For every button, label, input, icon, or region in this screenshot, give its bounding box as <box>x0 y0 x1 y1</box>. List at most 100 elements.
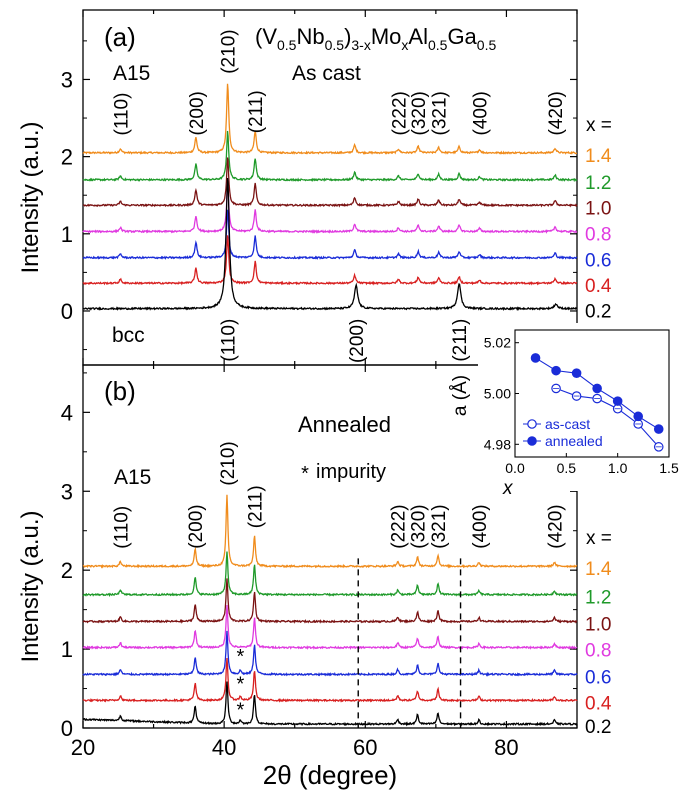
inset-x-axis-title: x <box>502 478 514 499</box>
panel-b-peak-label: (210) <box>218 441 239 485</box>
inset-point-annealed <box>633 411 643 422</box>
inset-point-annealed <box>530 353 541 363</box>
inset-x-tick-label: 1.0 <box>608 460 628 476</box>
panel-b-x-value: 0.2 <box>585 717 611 738</box>
xrd-pattern-a-1.0 <box>82 157 578 208</box>
panel-a-peak-label: (420) <box>546 91 567 135</box>
panel-b-x-value: 1.4 <box>585 559 612 580</box>
panel-a-x-value: 1.4 <box>585 146 612 167</box>
panel-a-peak-label: (200) <box>187 91 208 135</box>
panel-b-ytick-label: 1 <box>61 637 73 662</box>
panel-b-ytick-label: 4 <box>61 400 73 425</box>
inset-y-tick-label: 5.02 <box>484 335 511 351</box>
inset-point-annealed <box>571 368 582 378</box>
impurity-asterisk: * <box>236 700 244 722</box>
x-tick-label: 60 <box>353 735 377 760</box>
panel-a-peak-label: (110) <box>111 93 132 136</box>
panel-b-x-value: 1.0 <box>585 614 611 635</box>
panel-a-phase-label: A15 <box>113 62 150 85</box>
panel-a-x-value: 0.6 <box>585 251 611 272</box>
panel-a-x-title: x = <box>586 115 612 136</box>
xrd-pattern-a-1.4 <box>82 83 577 155</box>
panel-a-x-value: 1.2 <box>585 173 611 194</box>
panel-a-peak-label: (400) <box>471 91 492 135</box>
panel-a-peak-label: (211) <box>246 90 267 133</box>
inset-frame <box>514 329 670 458</box>
panel-b-peak-label: (110) <box>111 506 132 549</box>
inset-x-tick-label: 0.0 <box>505 460 525 476</box>
panel-b-peak-label: (321) <box>429 504 450 548</box>
panel-b-y-axis-title: Intensity (a.u.) <box>17 510 44 662</box>
xrd-pattern-a-0.2 <box>82 177 578 312</box>
inset-point-annealed <box>592 383 602 394</box>
panel-b-condition-label: Annealed <box>298 412 391 437</box>
x-tick-label: 80 <box>494 735 518 760</box>
panel-a-bcc-peak-label: (200) <box>347 319 368 363</box>
xrd-pattern-b-0.2 <box>82 681 578 727</box>
panel-b-peak-label: (211) <box>245 485 266 528</box>
panel-b-ytick-label: 0 <box>61 716 73 741</box>
panel-b: 0 1 2 3 4 20 40 60 80 Intensity (a.u.) * * * * impurit… <box>17 364 612 760</box>
panel-b-peak-label: (400) <box>470 504 491 548</box>
panel-a-ytick-label: 0 <box>61 299 73 324</box>
inset-legend-marker <box>527 419 537 429</box>
impurity-asterisk: * <box>236 646 244 668</box>
inset-y-tick-label: 5.00 <box>484 386 511 402</box>
panel-b-peak-label: (200) <box>186 504 207 548</box>
x-tick-label: 40 <box>212 735 236 760</box>
xrd-pattern-a-0.6 <box>82 209 578 260</box>
panel-a-peak-label: (321) <box>430 91 451 135</box>
panel-b-peak-label: (222) <box>389 504 410 548</box>
inset-lattice-plot: 0.0 0.5 1.0 1.5 4.98 5.00 5.02 x a (Å) as-castann… <box>450 323 681 499</box>
panel-a-y-axis-title: Intensity (a.u.) <box>17 121 44 273</box>
inset-point-annealed <box>653 424 664 434</box>
panel-b-x-value: 0.4 <box>585 693 612 714</box>
panel-a-peak-label: (320) <box>409 91 430 135</box>
panel-a-ytick-label: 2 <box>61 145 73 170</box>
x-axis-title: 2θ (degree) <box>263 760 397 790</box>
panel-a-x-value: 0.4 <box>585 276 612 297</box>
inset-x-tick-label: 1.5 <box>659 460 679 476</box>
impurity-asterisk: * <box>236 674 244 696</box>
panel-a-bcc-peak-label: (110) <box>219 319 240 362</box>
inset-legend-marker <box>527 436 537 446</box>
panel-a-ytick-label: 3 <box>61 67 73 92</box>
panel-b-ytick-label: 2 <box>61 558 73 583</box>
panel-b-peak-label: (320) <box>409 504 430 548</box>
panel-a: 0 1 2 3 Intensity (a.u.) (110) (200) (210) (211)… <box>17 9 612 366</box>
impurity-legend-asterisk: * <box>301 463 309 485</box>
impurity-label: impurity <box>316 461 386 483</box>
panel-a-peak-label: (222) <box>389 91 410 135</box>
xrd-pattern-a-0.8 <box>82 183 578 234</box>
panel-b-x-title: x = <box>586 528 612 549</box>
panel-a-condition-label: As cast <box>292 62 361 85</box>
panel-b-frame <box>82 364 578 729</box>
xrd-pattern-a-0.4 <box>82 235 578 286</box>
panel-a-x-value: 1.0 <box>585 198 611 219</box>
x-tick-label: 20 <box>71 735 95 760</box>
inset-point-annealed <box>551 365 561 376</box>
panel-b-x-value: 0.8 <box>585 641 611 662</box>
panel-a-x-value: 0.8 <box>585 224 611 245</box>
panel-a-x-value: 0.2 <box>585 302 611 323</box>
xrd-pattern-b-1.0 <box>82 578 578 624</box>
inset-legend-label: as-cast <box>545 416 590 432</box>
panel-a-ytick-label: 1 <box>61 222 73 247</box>
panel-a-bcc-peak-label: (211) <box>450 319 471 362</box>
inset-y-axis-title: a (Å) <box>450 375 471 416</box>
panel-b-ytick-label: 3 <box>61 479 73 504</box>
inset-y-tick-label: 4.98 <box>484 436 511 452</box>
panel-b-x-value: 0.6 <box>585 667 611 688</box>
panel-b-label: (b) <box>104 376 136 406</box>
xrd-pattern-b-1.2 <box>82 551 578 598</box>
panel-b-x-value: 1.2 <box>585 588 611 609</box>
xrd-pattern-b-1.4 <box>82 494 578 569</box>
xrd-pattern-b-0.4 <box>82 658 578 703</box>
inset-x-tick-label: 0.5 <box>557 460 577 476</box>
panel-b-peak-label: (420) <box>545 504 566 548</box>
panel-b-phase-label: A15 <box>114 466 151 489</box>
xrd-pattern-b-0.6 <box>82 630 578 677</box>
xrd-pattern-b-0.8 <box>82 604 578 651</box>
